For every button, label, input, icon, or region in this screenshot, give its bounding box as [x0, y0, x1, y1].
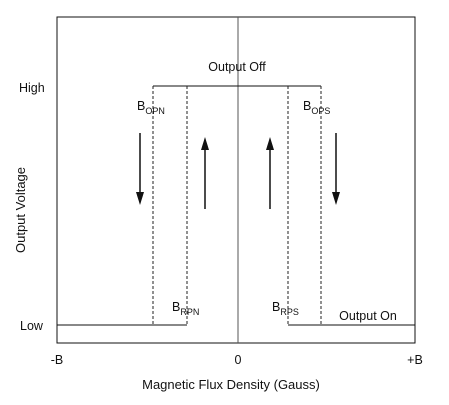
b-rps-label: BRPS	[272, 300, 299, 317]
b-rpn-label: BRPN	[172, 300, 199, 317]
b-ops-label: BOPS	[303, 99, 330, 116]
x-tick-pos: +B	[407, 353, 423, 367]
arrow-down-left-icon	[136, 133, 144, 205]
y-axis-title: Output Voltage	[13, 167, 28, 253]
b-opn-label: BOPN	[137, 99, 165, 116]
y-tick-low: Low	[20, 319, 44, 333]
x-axis-title: Magnetic Flux Density (Gauss)	[142, 377, 320, 392]
x-tick-zero: 0	[235, 353, 242, 367]
output-on-label: Output On	[339, 309, 397, 323]
arrow-up-left-icon	[201, 137, 209, 209]
output-off-label: Output Off	[208, 60, 266, 74]
plot-frame	[56, 16, 416, 344]
arrow-down-right-icon	[332, 133, 340, 205]
y-tick-high: High	[19, 81, 45, 95]
arrow-up-right-icon	[266, 137, 274, 209]
x-tick-neg: -B	[51, 353, 64, 367]
